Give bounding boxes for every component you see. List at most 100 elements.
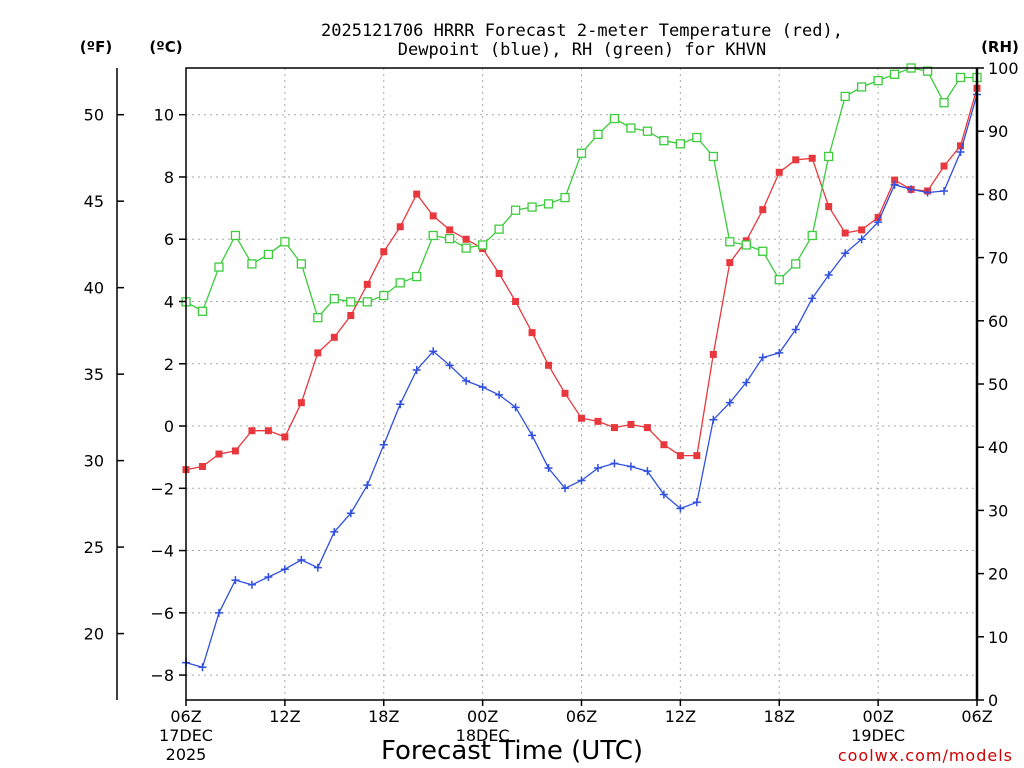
dewpoint-point bbox=[528, 431, 537, 440]
rh-point bbox=[659, 136, 669, 146]
unit-label-fahrenheit: (ºF) bbox=[80, 38, 112, 56]
rh-point bbox=[675, 139, 686, 149]
dewpoint-point bbox=[412, 365, 421, 374]
dewpoint-point bbox=[561, 484, 570, 493]
rh-point bbox=[840, 91, 850, 102]
dewpoint-point bbox=[198, 663, 207, 672]
celsius-tick-label: 10 bbox=[154, 106, 174, 125]
rh-tick-label: 0 bbox=[988, 691, 998, 710]
rh-tick-label: 50 bbox=[988, 375, 1008, 394]
dewpoint-point bbox=[214, 608, 223, 617]
rh-point bbox=[362, 297, 372, 307]
dewpoint-point bbox=[247, 580, 256, 589]
chart-title-line-2: Dewpoint (blue), RH (green) for KHVN bbox=[398, 40, 766, 60]
dewpoint-point bbox=[725, 398, 734, 407]
rh-tick-label: 100 bbox=[988, 59, 1019, 78]
fahrenheit-tick-label: 35 bbox=[84, 365, 104, 384]
rh-tick-label: 20 bbox=[988, 565, 1008, 584]
dewpoint-point bbox=[940, 186, 949, 195]
rh-point bbox=[807, 230, 817, 241]
temperature-point bbox=[413, 190, 421, 198]
dewpoint-point bbox=[330, 527, 339, 536]
rh-point bbox=[379, 290, 389, 301]
dewpoint-point bbox=[396, 400, 405, 409]
dewpoint-point bbox=[379, 440, 388, 449]
dewpoint-point bbox=[231, 576, 240, 585]
rh-point bbox=[856, 82, 867, 92]
rh-point bbox=[247, 259, 257, 269]
x-tick-label-time: 12Z bbox=[665, 707, 696, 726]
x-tick-label-time: 00Z bbox=[862, 707, 893, 726]
dewpoint-point bbox=[874, 218, 883, 227]
celsius-tick-label: −8 bbox=[150, 666, 174, 685]
temperature-point bbox=[561, 389, 569, 397]
temperature-point bbox=[231, 447, 239, 455]
rh-point bbox=[461, 243, 471, 253]
unit-label-celsius: (ºC) bbox=[149, 38, 182, 56]
temperature-point bbox=[198, 463, 206, 471]
temperature-point bbox=[330, 333, 338, 341]
dewpoint-point bbox=[280, 565, 289, 574]
rh-point bbox=[280, 237, 290, 247]
temperature-point bbox=[676, 452, 684, 460]
x-tick-label-date: 19DEC bbox=[851, 726, 905, 745]
rh-point bbox=[642, 126, 653, 136]
temperature-point bbox=[396, 223, 404, 231]
dewpoint-point bbox=[923, 188, 932, 197]
rh-point bbox=[527, 202, 537, 212]
x-tick-label-time: 18Z bbox=[764, 707, 795, 726]
dewpoint-point bbox=[758, 353, 767, 362]
x-tick-label-time: 06Z bbox=[170, 707, 201, 726]
temperature-point bbox=[759, 206, 767, 214]
temperature-point bbox=[528, 329, 536, 337]
rh-point bbox=[626, 123, 636, 133]
temperature-point bbox=[429, 212, 437, 220]
x-axis-label: Forecast Time (UTC) bbox=[381, 736, 643, 766]
rh-point bbox=[609, 113, 620, 124]
temperature-point bbox=[594, 417, 602, 425]
rh-point bbox=[922, 66, 933, 76]
rh-point bbox=[494, 224, 504, 234]
rh-point bbox=[708, 151, 718, 162]
rh-point bbox=[889, 69, 900, 79]
dewpoint-point bbox=[313, 563, 322, 572]
rh-point bbox=[428, 230, 438, 241]
temperature-point bbox=[281, 433, 289, 441]
dewpoint-point bbox=[742, 378, 751, 387]
temperature-point bbox=[841, 229, 849, 237]
unit-label-rh: (RH) bbox=[981, 38, 1019, 56]
dewpoint-point bbox=[478, 383, 487, 392]
dewpoint-point bbox=[495, 390, 504, 399]
temperature-point bbox=[957, 142, 965, 150]
x-tick-label-time: 12Z bbox=[269, 707, 300, 726]
rh-tick-label: 90 bbox=[988, 122, 1008, 141]
dewpoint-point bbox=[841, 249, 850, 258]
dewpoint-point bbox=[593, 464, 602, 473]
temperature-point bbox=[792, 156, 800, 164]
temperature-point bbox=[264, 427, 272, 435]
rh-point bbox=[230, 230, 241, 241]
fahrenheit-tick-label: 40 bbox=[84, 279, 104, 298]
rh-point bbox=[346, 297, 356, 307]
source-credit: coolwx.com/models bbox=[838, 746, 1013, 765]
x-tick-label-time: 06Z bbox=[566, 707, 597, 726]
dewpoint-point bbox=[857, 235, 866, 244]
dewpoint-point bbox=[363, 481, 372, 490]
rh-point bbox=[510, 205, 521, 215]
dewpoint-point bbox=[346, 509, 355, 518]
rh-point bbox=[692, 132, 702, 143]
temperature-point bbox=[709, 350, 717, 358]
dewpoint-point bbox=[544, 464, 553, 473]
rh-point bbox=[214, 262, 224, 272]
axes: −8−6−4−202468102025303540455001020304050… bbox=[84, 59, 1019, 764]
x-tick-label-date: 18DEC bbox=[456, 726, 510, 745]
rh-point bbox=[774, 275, 784, 285]
temperature-point bbox=[215, 450, 223, 458]
rh-point bbox=[725, 237, 735, 247]
temperature-point bbox=[314, 349, 322, 357]
x-tick-label-year: 2025 bbox=[166, 745, 207, 764]
dewpoint-point bbox=[676, 504, 685, 513]
temperature-point bbox=[825, 203, 833, 211]
rh-point bbox=[477, 240, 488, 250]
